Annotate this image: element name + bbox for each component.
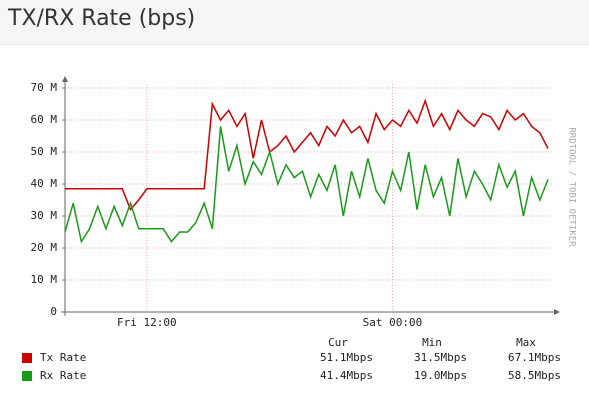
y-tick-label: 20 M	[31, 241, 58, 254]
y-tick-label: 30 M	[31, 209, 58, 222]
y-tick-label: 40 M	[31, 177, 58, 190]
legend-swatch	[22, 353, 32, 363]
stats-header: Cur	[328, 336, 348, 349]
series-line	[65, 98, 549, 212]
panel-header: TX/RX Rate (bps)	[0, 0, 589, 45]
series-line	[64, 126, 549, 244]
stats-value: 31.5Mbps	[414, 351, 467, 364]
stats-value: 19.0Mbps	[414, 369, 467, 382]
stats-value: 58.5Mbps	[508, 369, 561, 382]
x-tick-label: Fri 12:00	[117, 316, 177, 329]
stats-value: 67.1Mbps	[508, 351, 561, 364]
legend-swatch	[22, 371, 32, 381]
stats-header: Min	[422, 336, 442, 349]
x-axis-arrow	[554, 309, 560, 315]
stats-header: Max	[516, 336, 536, 349]
y-tick-label: 10 M	[31, 273, 58, 286]
panel-title: TX/RX Rate (bps)	[8, 6, 196, 31]
y-tick-label: 70 M	[31, 81, 58, 94]
y-tick-label: 50 M	[31, 145, 58, 158]
x-tick-label: Sat 00:00	[363, 316, 423, 329]
legend-label: Rx Rate	[40, 369, 86, 382]
stats-value: 51.1Mbps	[320, 351, 373, 364]
chart: RRDTOOL / TOBI OETIKER 0 10 M 20 M 30 M 40 M…	[22, 76, 577, 382]
y-tick-label: 0	[50, 305, 57, 318]
stats-value: 41.4Mbps	[320, 369, 373, 382]
watermark: RRDTOOL / TOBI OETIKER	[567, 127, 577, 247]
legend-label: Tx Rate	[40, 351, 86, 364]
y-tick-label: 60 M	[31, 113, 58, 126]
y-axis-arrow	[62, 76, 68, 82]
